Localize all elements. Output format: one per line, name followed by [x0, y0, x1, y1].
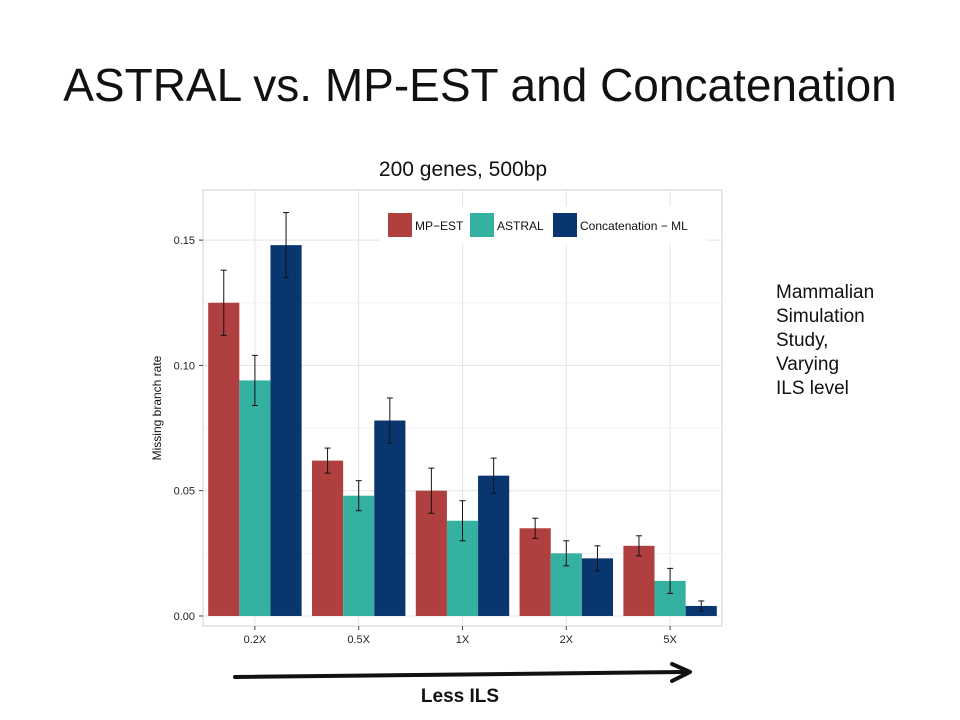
x-tick-label: 0.5X: [347, 634, 370, 646]
legend-swatch: [388, 213, 412, 237]
bar: [374, 420, 406, 616]
x-tick-label: 2X: [560, 634, 574, 646]
side-note: Mammalian Simulation Study, Varying ILS …: [776, 281, 874, 401]
legend-label: MP−EST: [415, 219, 464, 233]
side-note-line: Study,: [776, 330, 829, 351]
x-axis: 0.2X 0.5X 1X 2X 5X: [244, 626, 677, 646]
legend-label: Concatenation − ML: [580, 219, 688, 233]
y-axis: 0.00 0.05 0.10 0.15: [174, 235, 203, 623]
y-tick-label: 0.15: [174, 235, 195, 247]
y-axis-title: Missing branch rate: [150, 355, 164, 460]
chart-title: 200 genes, 500bp: [378, 158, 548, 181]
legend-background: [380, 206, 706, 244]
error-bars: [220, 212, 705, 612]
legend-label: ASTRAL: [497, 219, 544, 233]
x-tick-label: 5X: [663, 634, 677, 646]
legend-swatch: [553, 213, 577, 237]
bar: [478, 475, 510, 616]
y-tick-label: 0.10: [174, 360, 195, 372]
slide-title: ASTRAL vs. MP-EST and Concatenation: [63, 59, 897, 111]
side-note-line: Mammalian: [776, 282, 875, 303]
y-tick-label: 0.05: [174, 486, 195, 498]
side-note-line: ILS level: [776, 378, 849, 399]
arrow-label: Less ILS: [420, 686, 500, 707]
legend-swatch: [470, 213, 494, 237]
bar: [343, 495, 375, 616]
x-tick-label: 0.2X: [244, 634, 267, 646]
bar: [239, 380, 271, 616]
bar: [270, 245, 302, 616]
bars: [208, 245, 717, 616]
x-tick-label: 1X: [456, 634, 470, 646]
side-note-line: Varying: [776, 354, 840, 375]
y-tick-label: 0.00: [174, 611, 195, 623]
bar: [311, 460, 344, 616]
bar: [623, 545, 655, 616]
side-note-line: Simulation: [776, 306, 865, 327]
legend: MP−EST ASTRAL Concatenation − ML: [380, 206, 706, 244]
bar: [208, 302, 240, 616]
bar: [519, 528, 551, 616]
